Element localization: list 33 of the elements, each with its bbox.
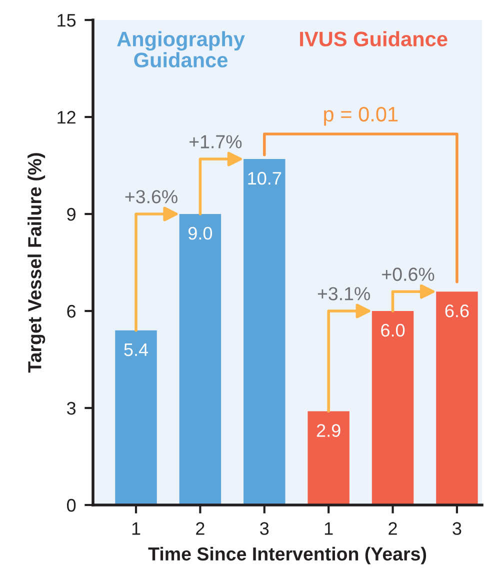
annotation: +1.7% bbox=[190, 135, 242, 148]
text: Angiography Guidance bbox=[117, 31, 245, 68]
annotation: p = 0.01 bbox=[324, 106, 398, 126]
y-axis-title: Target Vessel Failure (%) bbox=[28, 153, 46, 373]
data-label: 5.4 bbox=[124, 343, 148, 356]
text: IVUS Guidance bbox=[300, 31, 448, 46]
y-tick-label: 3 bbox=[66, 402, 76, 415]
data-label: 6.6 bbox=[445, 304, 469, 318]
data-label: 2.9 bbox=[316, 424, 340, 437]
y-tick-label: 0 bbox=[67, 498, 76, 512]
x-axis-title: Time Since Intervention (Years) bbox=[148, 546, 426, 564]
y-tick-label: 12 bbox=[58, 110, 76, 124]
data-label: 6.0 bbox=[381, 324, 405, 337]
bar bbox=[372, 311, 414, 505]
bar bbox=[244, 159, 286, 505]
annotation: +3.6% bbox=[125, 190, 178, 204]
x-tick-label: 1 bbox=[324, 522, 333, 535]
x-tick-label: 3 bbox=[452, 522, 462, 535]
bar bbox=[308, 411, 350, 505]
y-tick-label: 6 bbox=[67, 304, 76, 318]
x-tick-label: 2 bbox=[388, 522, 397, 535]
annotation: +0.6% bbox=[382, 268, 434, 281]
x-tick-label: 2 bbox=[196, 522, 204, 535]
bar bbox=[179, 214, 222, 505]
x-tick-label: 3 bbox=[260, 522, 269, 535]
data-label: 9.0 bbox=[188, 226, 212, 240]
bar bbox=[436, 292, 478, 505]
y-tick-label: 15 bbox=[58, 14, 76, 27]
data-label: 10.7 bbox=[248, 172, 282, 185]
x-tick-label: 1 bbox=[132, 522, 140, 535]
annotation: +3.1% bbox=[318, 287, 370, 300]
bar bbox=[115, 330, 157, 505]
y-tick-label: 9 bbox=[67, 208, 76, 221]
